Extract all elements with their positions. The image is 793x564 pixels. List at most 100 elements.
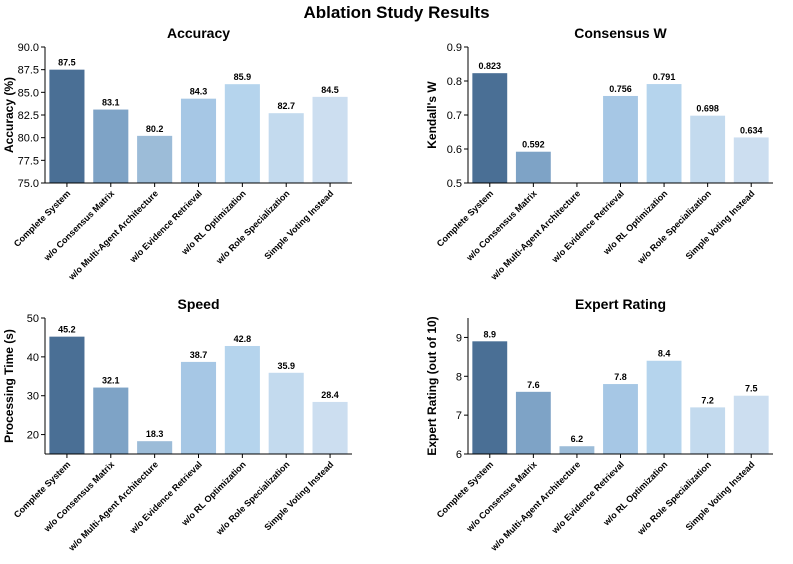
y-axis-label: Expert Rating (out of 10) [425, 316, 439, 455]
y-tick-label: 0.9 [447, 42, 462, 54]
data-label: 7.6 [527, 380, 540, 390]
bar [49, 69, 85, 183]
y-tick-label: 80.0 [18, 133, 39, 145]
y-tick-label: 0.5 [447, 178, 462, 190]
bar [137, 441, 173, 454]
bar [93, 109, 129, 183]
data-label: 0.698 [696, 104, 719, 114]
y-tick-label: 8 [456, 371, 462, 383]
data-label: 35.9 [277, 361, 295, 371]
y-tick-label: 6 [456, 449, 462, 461]
bar [93, 387, 129, 454]
x-tick-label: w/o Evidence Retrieval [549, 459, 626, 536]
bar [472, 73, 508, 183]
y-tick-label: 40 [27, 352, 39, 364]
panel-title: Accuracy [167, 25, 230, 41]
chart-panel-1: Accuracy 87.5 83.1 80.2 84.3 85.9 82.7 84.5 75.0… [2, 25, 352, 283]
data-label: 8.9 [484, 329, 497, 339]
bar [646, 84, 682, 183]
bar [603, 384, 638, 454]
data-label: 0.791 [653, 72, 676, 82]
bar [49, 336, 85, 454]
data-label: 82.7 [277, 101, 295, 111]
chart-panel-4: Expert Rating 8.9 7.6 6.2 7.8 8.4 7.2 7.5 6 7 8 9 Ex… [425, 296, 773, 554]
chart-panel-3: Speed 45.2 32.1 18.3 38.7 42.8 35.9 28.4 20 30 40 5… [2, 296, 352, 554]
bar [180, 98, 217, 183]
bar [268, 372, 304, 454]
bar [690, 407, 726, 454]
data-label: 7.2 [701, 395, 714, 405]
x-tick-label: w/o Consensus Matrix [41, 459, 116, 534]
y-tick-label: 9 [456, 332, 462, 344]
panel-title: Consensus W [574, 25, 667, 41]
bar [733, 395, 769, 454]
bar [224, 84, 260, 183]
y-tick-label: 0.7 [447, 110, 462, 122]
data-label: 84.3 [190, 87, 208, 97]
x-tick-label: w/o Evidence Retrieval [549, 188, 626, 265]
data-label: 0.756 [609, 84, 632, 94]
y-tick-label: 87.5 [18, 65, 39, 77]
bar [312, 401, 348, 454]
y-tick-label: 20 [27, 430, 39, 442]
y-tick-label: 7 [456, 410, 462, 422]
y-tick-label: 30 [27, 391, 39, 403]
x-tick-label: w/o Consensus Matrix [41, 188, 116, 263]
data-label: 0.634 [740, 125, 763, 135]
x-tick-label: w/o Evidence Retrieval [127, 459, 204, 536]
panel-title: Expert Rating [575, 296, 666, 312]
y-tick-label: 0.6 [447, 144, 462, 156]
y-tick-label: 90.0 [18, 42, 39, 54]
bar [515, 391, 551, 454]
data-label: 45.2 [58, 325, 76, 335]
data-label: 0.592 [522, 140, 545, 150]
data-label: 85.9 [234, 72, 252, 82]
data-label: 18.3 [146, 429, 164, 439]
data-label: 87.5 [58, 58, 76, 68]
data-label: 7.8 [614, 372, 627, 382]
data-label: 84.5 [321, 85, 339, 95]
data-label: 0.823 [479, 61, 502, 71]
x-tick-label: w/o Consensus Matrix [464, 188, 539, 263]
x-tick-label: w/o Role Specialization [635, 459, 713, 537]
data-label: 42.8 [234, 334, 252, 344]
bar [312, 96, 348, 183]
data-label: 32.1 [102, 376, 120, 386]
x-tick-label: w/o Multi-Agent Architecture [66, 188, 160, 282]
data-label: 38.7 [190, 350, 208, 360]
y-tick-label: 82.5 [18, 110, 39, 122]
data-label: 80.2 [146, 124, 164, 134]
bar [137, 135, 173, 183]
data-label: 7.5 [745, 384, 758, 394]
bar [180, 361, 217, 454]
bar [268, 113, 304, 183]
data-label: 83.1 [102, 98, 120, 108]
bar [603, 95, 638, 183]
x-tick-label: w/o Multi-Agent Architecture [66, 459, 160, 553]
y-tick-label: 0.8 [447, 76, 462, 88]
y-tick-label: 75.0 [18, 178, 39, 190]
bar [690, 115, 726, 183]
x-tick-label: w/o Role Specialization [213, 188, 291, 266]
x-tick-label: w/o Evidence Retrieval [127, 188, 204, 265]
y-tick-label: 77.5 [18, 155, 39, 167]
chart-panel-2: Consensus W 0.823 0.592 0.756 0.791 0.698 0.63… [425, 25, 773, 283]
y-tick-label: 50 [27, 313, 39, 325]
data-label: 8.4 [658, 349, 671, 359]
panel-title: Speed [177, 296, 219, 312]
bar [559, 446, 595, 454]
bar [515, 151, 551, 183]
bar [472, 341, 508, 454]
y-axis-label: Accuracy (%) [2, 77, 16, 153]
x-tick-label: w/o Role Specialization [635, 188, 713, 266]
x-tick-label: w/o Role Specialization [213, 459, 291, 537]
y-axis-label: Processing Time (s) [2, 329, 16, 443]
data-label: 28.4 [321, 390, 339, 400]
y-tick-label: 85.0 [18, 87, 39, 99]
bar [646, 360, 682, 454]
bar [224, 345, 260, 454]
figure-title: Ablation Study Results [303, 3, 490, 22]
bar [733, 137, 769, 183]
x-tick-label: w/o Multi-Agent Architecture [488, 188, 582, 282]
